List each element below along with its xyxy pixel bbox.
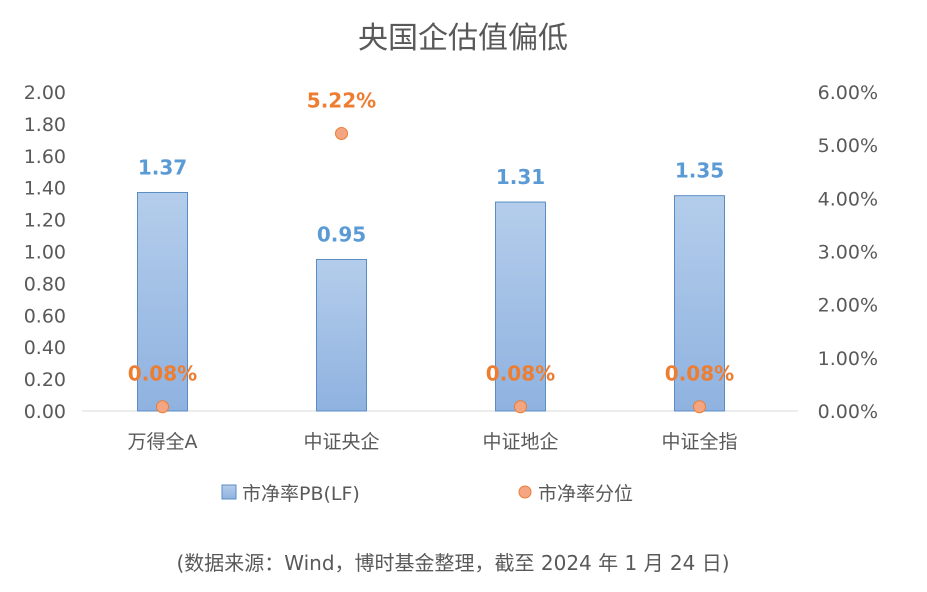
chart-title: 央国企估值偏低 bbox=[358, 21, 568, 56]
left-axis-tick: 0.00 bbox=[24, 401, 66, 423]
point-percentile bbox=[693, 400, 706, 414]
right-axis-tick: 5.00% bbox=[818, 135, 878, 157]
point-label-percentile: 0.08% bbox=[665, 362, 734, 386]
bar-label-pb: 0.95 bbox=[317, 222, 366, 246]
bar-label-pb: 1.31 bbox=[496, 165, 545, 189]
right-axis-tick: 4.00% bbox=[818, 188, 878, 210]
left-axis-tick: 0.60 bbox=[24, 305, 66, 327]
legend-label-percentile: 市净率分位 bbox=[538, 483, 633, 505]
left-axis-tick: 1.40 bbox=[24, 178, 66, 200]
category-label: 中证地企 bbox=[482, 431, 558, 453]
right-axis-tick: 2.00% bbox=[818, 295, 878, 317]
bar-label-pb: 1.37 bbox=[138, 155, 187, 179]
point-label-percentile: 0.08% bbox=[128, 362, 197, 386]
left-axis-tick: 0.40 bbox=[24, 337, 66, 359]
right-axis-tick: 6.00% bbox=[818, 82, 878, 104]
point-percentile bbox=[514, 400, 527, 414]
left-axis-tick: 1.60 bbox=[24, 146, 66, 168]
point-percentile bbox=[335, 126, 348, 140]
left-axis-tick: 1.20 bbox=[24, 210, 66, 232]
legend: 市净率PB(LF) 市净率分位 bbox=[221, 483, 633, 505]
bar-pb bbox=[495, 201, 546, 412]
bar-pb bbox=[316, 258, 367, 412]
left-axis-tick: 1.00 bbox=[24, 242, 66, 264]
category-label: 中证全指 bbox=[661, 431, 737, 453]
legend-label-pb: 市净率PB(LF) bbox=[242, 483, 360, 505]
point-percentile bbox=[156, 400, 169, 414]
left-axis-tick: 0.80 bbox=[24, 273, 66, 295]
left-axis-tick: 1.80 bbox=[24, 114, 66, 136]
source-note: (数据来源：Wind，博时基金整理，截至 2024 年 1 月 24 日) bbox=[176, 551, 729, 575]
legend-marker-percentile bbox=[518, 485, 532, 499]
left-axis-tick: 2.00 bbox=[24, 82, 66, 104]
bar-label-pb: 1.35 bbox=[675, 159, 724, 183]
point-label-percentile: 0.08% bbox=[486, 362, 555, 386]
right-axis-tick: 3.00% bbox=[818, 242, 878, 264]
right-axis-tick: 0.00% bbox=[818, 401, 878, 423]
legend-swatch-pb bbox=[221, 484, 237, 500]
point-label-percentile: 5.22% bbox=[307, 88, 376, 112]
left-axis-tick: 0.20 bbox=[24, 369, 66, 391]
right-axis-tick: 1.00% bbox=[818, 348, 878, 370]
category-label: 中证央企 bbox=[303, 431, 379, 453]
category-label: 万得全A bbox=[128, 431, 198, 453]
